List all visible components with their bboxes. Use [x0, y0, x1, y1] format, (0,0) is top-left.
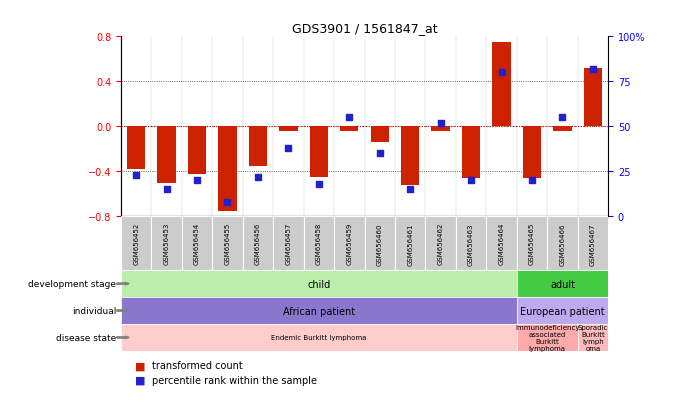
Bar — [121, 271, 517, 297]
Bar — [370, 127, 389, 143]
Point — [435, 120, 446, 127]
Bar — [486, 217, 517, 271]
Text: GSM656454: GSM656454 — [194, 223, 200, 265]
Text: African patient: African patient — [283, 306, 355, 316]
Bar — [523, 127, 541, 179]
Text: GSM656463: GSM656463 — [468, 223, 474, 265]
Point — [527, 178, 538, 184]
Text: GSM656466: GSM656466 — [560, 223, 565, 265]
Text: ■: ■ — [135, 361, 149, 370]
Bar — [121, 324, 517, 351]
Bar — [462, 127, 480, 179]
Bar — [188, 127, 206, 174]
Text: adult: adult — [550, 279, 575, 289]
Bar — [456, 217, 486, 271]
Text: GSM656460: GSM656460 — [377, 223, 383, 265]
Text: development stage: development stage — [28, 280, 116, 288]
Point — [557, 115, 568, 121]
Bar — [340, 127, 359, 131]
Text: GSM656462: GSM656462 — [437, 223, 444, 265]
Text: transformed count: transformed count — [152, 361, 243, 370]
Text: GSM656458: GSM656458 — [316, 223, 322, 265]
Bar — [493, 43, 511, 127]
Bar — [151, 217, 182, 271]
Point — [587, 66, 598, 73]
Bar — [212, 217, 243, 271]
Bar — [303, 217, 334, 271]
Bar — [273, 217, 303, 271]
Bar — [584, 69, 602, 127]
Text: GSM656456: GSM656456 — [255, 223, 261, 265]
Bar — [431, 127, 450, 131]
Bar — [578, 217, 608, 271]
Text: GSM656455: GSM656455 — [225, 223, 231, 265]
Text: European patient: European patient — [520, 306, 605, 316]
Bar — [243, 217, 273, 271]
Bar — [279, 127, 298, 131]
Point — [405, 187, 416, 193]
Title: GDS3901 / 1561847_at: GDS3901 / 1561847_at — [292, 21, 437, 35]
Text: individual: individual — [72, 306, 116, 315]
Bar — [182, 217, 212, 271]
Point — [191, 178, 202, 184]
Bar — [127, 127, 145, 170]
Text: GSM656465: GSM656465 — [529, 223, 535, 265]
Point — [131, 172, 142, 179]
Bar — [310, 127, 328, 178]
Bar — [578, 324, 608, 351]
Bar — [426, 217, 456, 271]
Text: Endemic Burkitt lymphoma: Endemic Burkitt lymphoma — [271, 335, 366, 341]
Text: GSM656452: GSM656452 — [133, 223, 139, 265]
Point — [252, 174, 263, 180]
Point — [283, 145, 294, 152]
Bar — [249, 127, 267, 166]
Point — [222, 199, 233, 206]
Point — [496, 70, 507, 76]
Text: Sporadic
Burkitt
lymph
oma: Sporadic Burkitt lymph oma — [578, 324, 608, 351]
Bar — [517, 324, 578, 351]
Bar — [553, 127, 571, 131]
Text: child: child — [307, 279, 330, 289]
Bar — [517, 297, 608, 324]
Bar — [121, 297, 517, 324]
Bar — [218, 127, 236, 211]
Text: GSM656459: GSM656459 — [346, 223, 352, 265]
Bar — [517, 217, 547, 271]
Bar — [547, 217, 578, 271]
Point — [313, 181, 324, 188]
Bar — [334, 217, 365, 271]
Bar — [517, 271, 608, 297]
Bar — [395, 217, 426, 271]
Point — [161, 187, 172, 193]
Text: GSM656457: GSM656457 — [285, 223, 292, 265]
Bar — [365, 217, 395, 271]
Text: GSM656453: GSM656453 — [164, 223, 169, 265]
Text: disease state: disease state — [56, 333, 116, 342]
Text: GSM656461: GSM656461 — [407, 223, 413, 265]
Text: GSM656464: GSM656464 — [498, 223, 504, 265]
Bar — [158, 127, 176, 183]
Bar — [401, 127, 419, 185]
Point — [343, 115, 354, 121]
Text: ■: ■ — [135, 375, 149, 385]
Text: Immunodeficiency
associated
Burkitt
lymphoma: Immunodeficiency associated Burkitt lymp… — [515, 324, 580, 351]
Text: GSM656467: GSM656467 — [590, 223, 596, 265]
Point — [375, 151, 386, 157]
Text: percentile rank within the sample: percentile rank within the sample — [152, 375, 317, 385]
Bar — [121, 217, 151, 271]
Point — [466, 178, 477, 184]
